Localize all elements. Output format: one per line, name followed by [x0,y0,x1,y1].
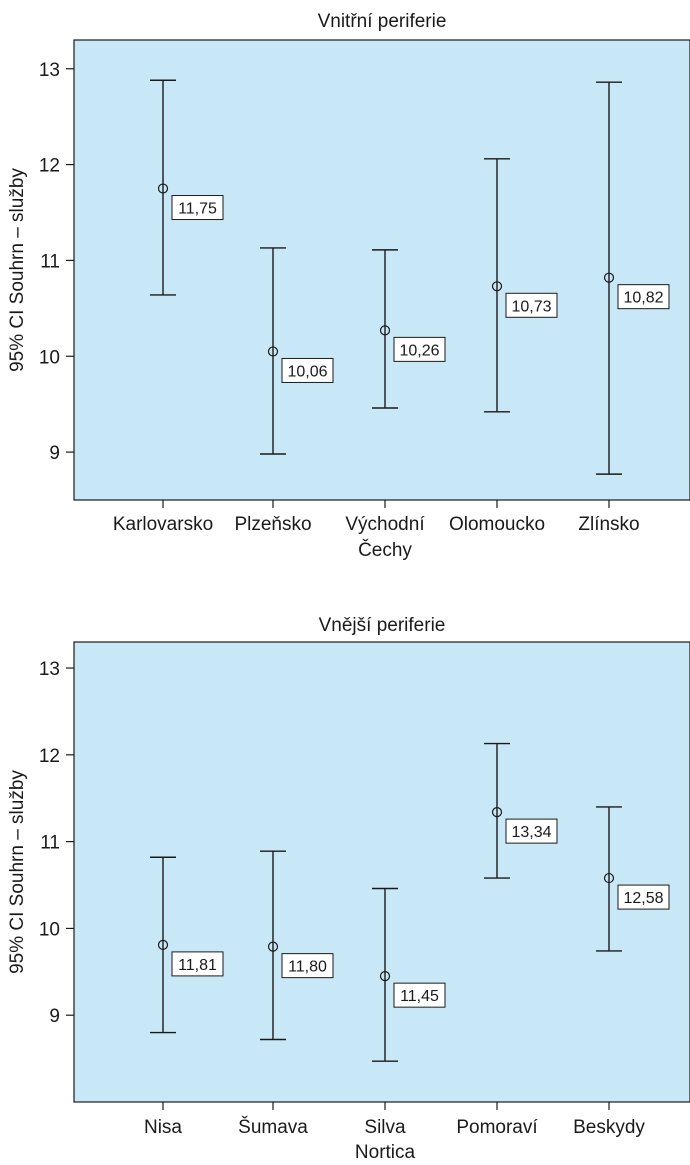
x-tick-label-line: Nisa [144,1117,182,1138]
mean-marker [379,325,391,336]
value-label: 10,06 [287,363,327,380]
value-label: 12,58 [623,890,663,907]
mean-marker [603,272,615,283]
value-label-box [505,818,558,844]
chart-title: Vnější periferie [319,615,446,636]
value-label: 10,82 [623,290,663,307]
value-label: 11,80 [288,959,327,976]
mean-marker [267,941,279,952]
x-tick-label-line: Silva [364,1117,406,1138]
y-tick-label: 10 [39,347,60,368]
x-tick-label-line: Nortica [355,1142,416,1163]
value-label: 11,81 [178,957,217,974]
x-tick-label: Pomoraví [456,1117,538,1138]
chart-2: Vnější periferie 95% CI Souhrn – služby 9 1… [7,615,690,1163]
y-axis-label: 95% CI Souhrn – služby [7,770,28,974]
mean-marker [491,807,503,818]
y-tick-label: 10 [39,919,60,940]
value-label-box [393,336,446,362]
x-tick-label: Silva Nortica [355,1117,416,1163]
x-tick-label: Východní Čechy [345,514,425,561]
y-tick-label: 13 [39,60,60,81]
mean-marker [267,346,279,357]
value-label: 11,75 [178,201,217,218]
value-label-box [393,982,446,1008]
x-tick-label-line: Karlovarsko [113,514,213,535]
chart-title: Vnitřní periferie [318,11,447,32]
value-label-box [617,884,670,910]
x-tick-label-line: Východní [345,514,425,535]
x-tick-label: Plzeňsko [234,514,311,535]
value-label: 10,73 [511,298,551,315]
y-tick-label: 9 [49,443,60,464]
value-label: 10,26 [399,342,439,359]
x-tick-label-line: Olomoucko [449,514,545,535]
mean-marker [603,872,615,884]
y-axis-label: 95% CI Souhrn – služby [7,168,28,372]
plot-area [73,641,690,1103]
x-tick-label: Zlínsko [578,514,639,535]
value-label-box [171,195,224,221]
mean-marker [157,183,169,194]
y-tick-label: 11 [40,833,60,854]
y-tick-label: 9 [49,1006,60,1027]
mean-marker [157,939,169,951]
value-label: 13,34 [511,824,551,841]
value-label-box [505,292,558,318]
y-tick-label: 13 [39,659,60,680]
x-tick-label-line: Plzeňsko [234,514,311,535]
value-label: 11,45 [400,988,439,1005]
value-label-box [281,953,334,979]
plot-area [73,39,690,501]
x-tick-label-line: Pomoraví [456,1117,538,1138]
y-tick-label: 12 [39,746,60,767]
x-tick-label: Šumava [238,1116,308,1138]
x-tick-label: Nisa [144,1117,182,1138]
value-label-box [281,357,334,383]
y-tick-label: 11 [40,251,60,272]
mean-marker [491,281,503,292]
mean-marker [379,971,391,982]
value-label-box [617,284,670,310]
x-tick-label: Beskydy [573,1117,645,1138]
x-tick-label-line: Beskydy [573,1117,645,1138]
x-tick-label-line: Čechy [358,539,412,561]
value-label-box [171,951,224,977]
x-tick-label: Karlovarsko [113,514,213,535]
x-tick-label: Olomoucko [449,514,545,535]
chart-1: Vnitřní periferie 95% CI Souhrn – služby 9… [7,11,690,561]
x-tick-label-line: Zlínsko [578,514,639,535]
y-tick-label: 12 [39,156,60,177]
x-tick-label-line: Šumava [238,1116,308,1138]
